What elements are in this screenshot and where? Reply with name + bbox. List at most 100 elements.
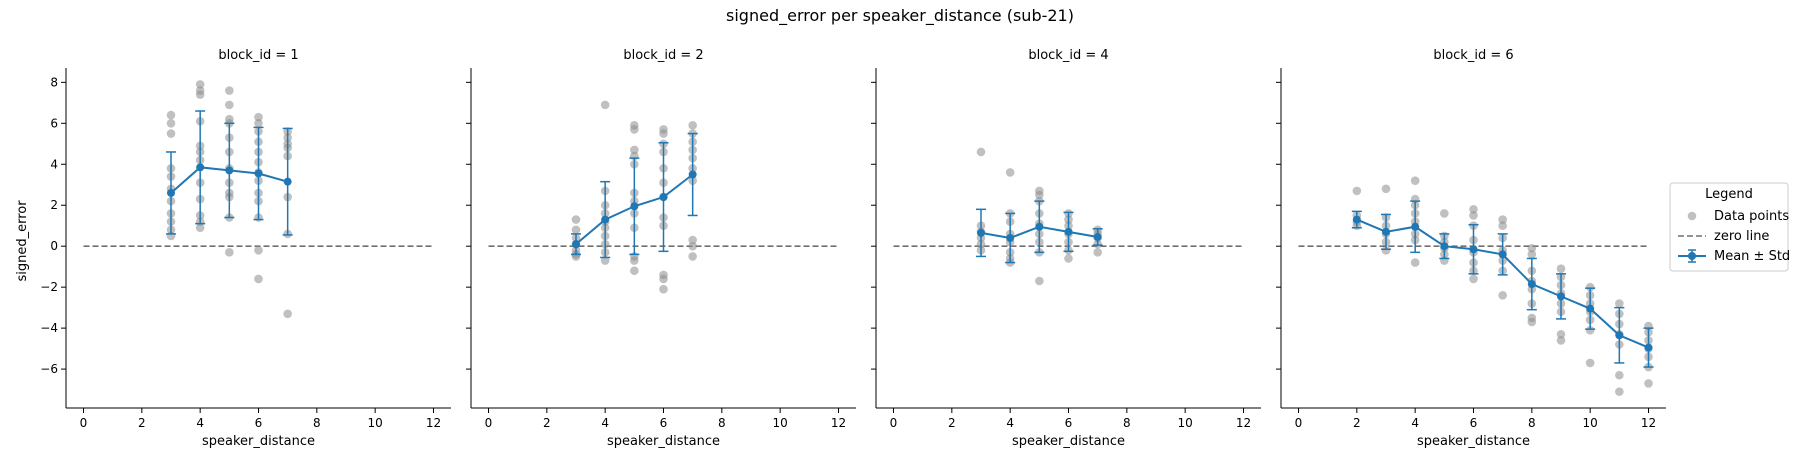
x-tick-label: 12 xyxy=(426,416,441,430)
legend-title: Legend xyxy=(1705,187,1753,202)
data-point xyxy=(688,241,697,251)
data-point xyxy=(1469,205,1478,214)
data-point xyxy=(1410,176,1420,185)
data-point xyxy=(1615,370,1624,380)
mean-marker xyxy=(1440,242,1449,251)
data-point xyxy=(254,119,263,128)
mean-marker xyxy=(1352,215,1361,224)
data-point xyxy=(630,125,639,134)
data-point xyxy=(1410,258,1420,267)
data-point xyxy=(225,100,234,110)
data-point xyxy=(1556,336,1566,345)
legend-frame xyxy=(1669,182,1789,272)
mean-marker xyxy=(1006,234,1015,242)
x-tick-label: 4 xyxy=(1411,416,1419,430)
data-point xyxy=(659,274,668,284)
x-tick-label: 2 xyxy=(138,416,146,430)
x-axis-label: speaker_distance xyxy=(202,434,315,449)
x-tick-label: 6 xyxy=(255,416,263,430)
facet-panels: block_id = 1 0 2 4 6 8 10 12 −6 −4 −2 0 2 4 6 8 speaker_… xyxy=(40,48,1666,449)
x-tick-label: 12 xyxy=(1236,416,1251,430)
data-point xyxy=(1615,299,1624,308)
facet-panel-1: block_id = 1 0 2 4 6 8 10 12 −6 −4 −2 0 2 4 6 8 speaker_… xyxy=(40,48,451,449)
x-tick-label: 8 xyxy=(1123,416,1131,430)
legend-item-label: Mean ± Std xyxy=(1714,249,1790,264)
legend-points-marker xyxy=(1687,211,1697,221)
data-point xyxy=(225,86,234,95)
data-point xyxy=(688,121,697,130)
data-point xyxy=(1381,245,1391,255)
y-tick-label: 8 xyxy=(50,75,58,89)
data-point xyxy=(254,112,263,122)
figure-title: signed_error per speaker_distance (sub-2… xyxy=(726,6,1074,26)
mean-marker xyxy=(225,166,234,175)
data-point xyxy=(1644,379,1653,388)
mean-marker xyxy=(1615,331,1624,340)
data-point xyxy=(166,129,176,138)
mean-marker xyxy=(659,193,668,202)
data-point xyxy=(571,225,581,235)
y-tick-label: −4 xyxy=(40,321,58,335)
legend-item-label: zero line xyxy=(1714,229,1769,244)
data-point xyxy=(1498,221,1507,231)
data-point xyxy=(166,119,176,128)
mean-marker xyxy=(1644,343,1653,352)
data-point xyxy=(225,248,234,257)
data-point xyxy=(630,266,639,276)
facet-panel-2: block_id = 2 0 2 4 6 8 10 12 speaker_distance xyxy=(466,48,856,449)
x-tick-label: 0 xyxy=(890,416,898,430)
y-tick-label: 4 xyxy=(50,157,58,171)
panel-title: block_id = 4 xyxy=(1028,48,1108,63)
data-point xyxy=(1527,243,1537,253)
x-tick-label: 4 xyxy=(601,416,609,430)
y-tick-label: 0 xyxy=(50,239,58,253)
panel-title: block_id = 1 xyxy=(218,48,298,63)
data-point xyxy=(1498,291,1507,300)
data-point xyxy=(1035,190,1044,200)
data-point xyxy=(254,245,263,255)
data-point xyxy=(630,256,639,265)
data-point xyxy=(1469,211,1478,220)
mean-marker xyxy=(1035,222,1044,231)
x-tick-label: 2 xyxy=(1353,416,1361,430)
x-tick-label: 6 xyxy=(1470,416,1478,430)
mean-marker xyxy=(601,215,610,224)
panel-title: block_id = 2 xyxy=(623,48,703,63)
mean-marker xyxy=(167,188,175,197)
mean-marker xyxy=(254,169,263,178)
mean-marker xyxy=(1411,222,1420,231)
mean-marker xyxy=(977,228,985,237)
data-point xyxy=(1440,209,1449,218)
x-tick-label: 8 xyxy=(313,416,321,430)
mean-marker xyxy=(1093,232,1102,241)
y-tick-label: 2 xyxy=(50,198,58,212)
y-tick-label: −2 xyxy=(40,280,58,294)
x-tick-label: 10 xyxy=(1178,416,1193,430)
mean-marker xyxy=(1527,280,1536,289)
x-tick-label: 8 xyxy=(1528,416,1536,430)
legend: Legend Data points zero line Mean ± Std xyxy=(1669,182,1790,272)
data-point xyxy=(1381,184,1391,194)
data-point xyxy=(659,129,668,138)
x-tick-label: 6 xyxy=(660,416,668,430)
data-point xyxy=(166,110,176,120)
data-point xyxy=(1498,215,1507,224)
mean-marker xyxy=(1586,304,1595,313)
data-point xyxy=(1585,358,1595,368)
x-tick-label: 0 xyxy=(80,416,88,430)
y-axis-label: signed_error xyxy=(15,200,30,282)
data-point xyxy=(254,274,263,284)
mean-marker xyxy=(283,177,292,186)
x-tick-label: 4 xyxy=(196,416,204,430)
data-point xyxy=(1527,250,1537,259)
x-tick-label: 6 xyxy=(1065,416,1073,430)
data-point xyxy=(1615,387,1624,396)
x-tick-label: 12 xyxy=(831,416,846,430)
mean-marker xyxy=(688,170,697,179)
x-tick-label: 10 xyxy=(1583,416,1598,430)
data-point xyxy=(571,215,581,224)
x-tick-label: 10 xyxy=(773,416,788,430)
mean-marker xyxy=(1557,292,1565,301)
mean-marker xyxy=(196,163,205,172)
